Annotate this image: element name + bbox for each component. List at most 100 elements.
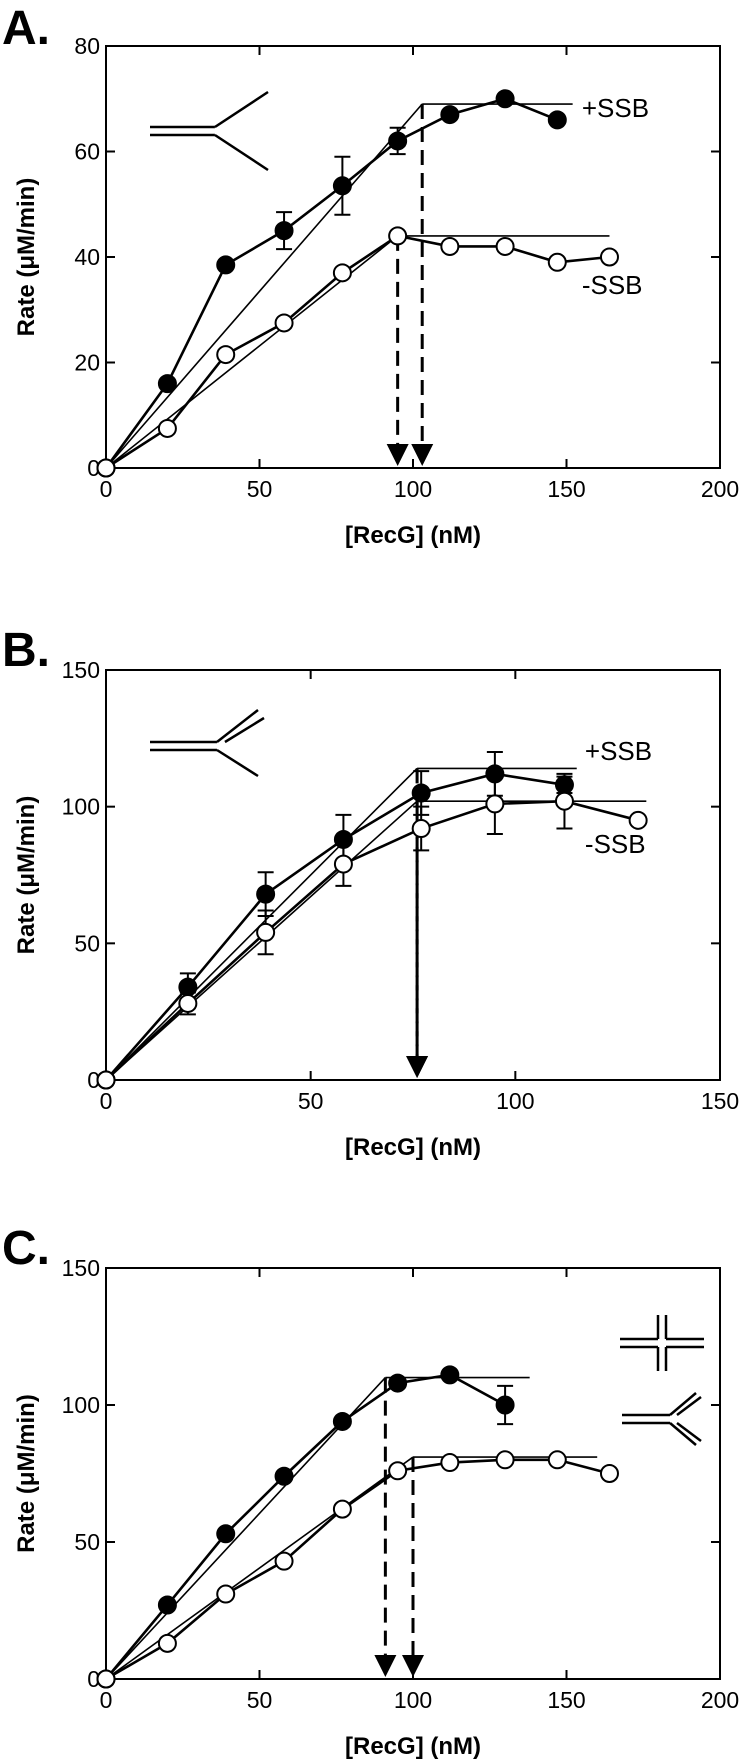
data-point — [495, 1395, 515, 1415]
x-tick-label: 50 — [247, 1687, 273, 1713]
data-point — [388, 1461, 408, 1481]
data-point — [157, 1595, 177, 1615]
y-tick-label: 100 — [62, 794, 100, 820]
y-tick-label: 150 — [62, 657, 100, 683]
x-tick-label: 50 — [247, 476, 273, 502]
data-point — [388, 226, 408, 246]
x-tick-label: 150 — [547, 476, 585, 502]
data-point — [216, 345, 236, 365]
data-point — [495, 236, 515, 256]
y-tick-label: 0 — [87, 1666, 100, 1692]
data-point — [96, 458, 116, 478]
data-point — [96, 1070, 116, 1090]
x-tick-label: 200 — [701, 476, 739, 502]
fork-arm — [214, 90, 269, 129]
data-point — [547, 1450, 567, 1470]
x-tick-label: 0 — [100, 1088, 113, 1114]
series-label: -SSB — [585, 829, 646, 859]
fork-arm — [676, 1396, 702, 1416]
data-point — [274, 1551, 294, 1571]
data-point — [332, 176, 352, 196]
fit-line — [105, 235, 399, 469]
data-point — [333, 854, 353, 874]
x-tick-label: 100 — [496, 1088, 534, 1114]
data-point — [388, 131, 408, 151]
data-point — [388, 1373, 408, 1393]
data-point — [157, 418, 177, 438]
x-tick-label: 100 — [394, 1687, 432, 1713]
data-point — [547, 110, 567, 130]
data-point — [256, 884, 276, 904]
y-axis-label: Rate (μM/min) — [13, 796, 40, 955]
fork-arm — [216, 748, 259, 778]
data-point — [274, 221, 294, 241]
data-point — [96, 1669, 116, 1689]
fork-arm — [216, 709, 259, 743]
data-point — [332, 263, 352, 283]
plot-frame — [105, 669, 721, 1081]
breakpoint-arrowhead — [411, 444, 434, 466]
series-filled — [96, 89, 573, 478]
x-tick-label: 100 — [394, 476, 432, 502]
fork-icon — [622, 1392, 702, 1446]
x-axis-label: [RecG] (nM) — [345, 1134, 481, 1161]
data-point — [495, 1450, 515, 1470]
x-tick-label: 150 — [547, 1687, 585, 1713]
data-point — [495, 89, 515, 109]
chart-panel-c: C. 0 50 100 150 200 0 50 100 150 [RecG] (nM) Rate (… — [2, 1222, 739, 1760]
data-point — [554, 791, 574, 811]
x-tick-label: 200 — [701, 1687, 739, 1713]
series-label: +SSB — [582, 93, 649, 123]
data-point — [599, 247, 619, 267]
panel-letter: B. — [2, 624, 50, 677]
data-point — [274, 313, 294, 333]
fork-arm — [676, 1422, 702, 1442]
y-tick-label: 50 — [74, 930, 100, 956]
data-point — [485, 794, 505, 814]
data-point — [411, 819, 431, 839]
breakpoint-arrowhead — [386, 444, 409, 466]
x-axis-label: [RecG] (nM) — [345, 522, 481, 549]
breakpoint-arrowhead — [406, 1056, 429, 1078]
fork-arm — [669, 1392, 697, 1416]
fork-icon — [150, 90, 269, 172]
data-point — [216, 255, 236, 275]
data-point — [599, 1464, 619, 1483]
chart-panel-b: B. 0 50 100 150 0 50 100 150 [RecG] (nM) Rate (μM/… — [2, 624, 739, 1161]
data-line — [105, 1458, 610, 1681]
fork-arm — [214, 133, 269, 172]
series-label: +SSB — [585, 736, 652, 766]
series-open — [96, 772, 648, 1090]
data-point — [332, 1411, 352, 1431]
y-tick-label: 80 — [74, 33, 100, 59]
y-tick-label: 0 — [87, 1067, 100, 1093]
fork-arm — [669, 1422, 697, 1446]
series-open — [96, 226, 619, 478]
data-point — [440, 236, 460, 256]
data-point — [274, 1466, 294, 1486]
fork-arm — [224, 716, 265, 744]
data-point — [216, 1524, 236, 1544]
x-tick-label: 0 — [100, 476, 113, 502]
panel-letter: C. — [2, 1222, 50, 1275]
data-point — [440, 1453, 460, 1473]
y-tick-label: 100 — [62, 1392, 100, 1418]
y-tick-label: 150 — [62, 1255, 100, 1281]
data-point — [157, 374, 177, 394]
y-tick-label: 0 — [87, 455, 100, 481]
y-tick-label: 40 — [74, 244, 100, 270]
data-point — [216, 1584, 236, 1604]
fit-line — [105, 1456, 414, 1680]
data-point — [440, 1365, 460, 1385]
x-tick-label: 50 — [298, 1088, 324, 1114]
y-axis-label: Rate (μM/min) — [13, 178, 40, 337]
series-label: -SSB — [582, 270, 643, 300]
y-tick-label: 50 — [74, 1529, 100, 1555]
holliday-junction-icon — [620, 1315, 704, 1371]
fork-icon — [150, 709, 265, 778]
data-point — [178, 993, 198, 1013]
data-point — [547, 252, 567, 272]
data-line — [105, 234, 610, 470]
y-axis-label: Rate (μM/min) — [13, 1394, 40, 1553]
